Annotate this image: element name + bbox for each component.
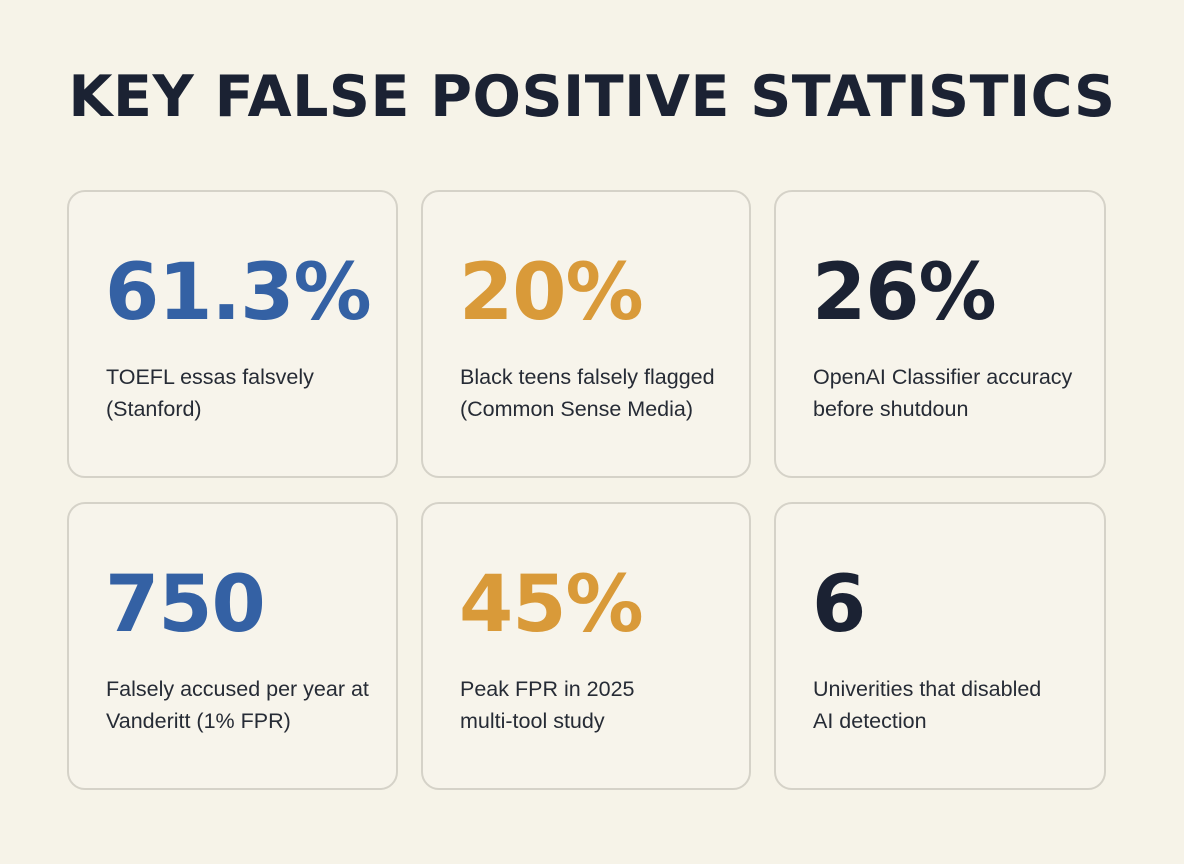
stat-card-black-teens: 20% Black teens falsely flagged (Common …: [421, 190, 751, 478]
stat-card-universities: 6 Univerities that disabled AI detection: [774, 502, 1106, 790]
stats-grid: 61.3% TOEFL essas falsvely (Stanford) 20…: [67, 190, 1106, 790]
stat-label: TOEFL essas falsvely (Stanford): [106, 365, 314, 421]
stat-label: Univerities that disabled AI detection: [813, 677, 1042, 733]
stat-value: 750: [105, 560, 266, 650]
stat-label: Falsely accused per year at Vanderitt (1…: [106, 677, 369, 733]
stat-value: 61.3%: [105, 248, 372, 338]
stat-label: Black teens falsely flagged (Common Sens…: [460, 365, 715, 421]
stat-card-toefl: 61.3% TOEFL essas falsvely (Stanford): [67, 190, 398, 478]
stat-label: OpenAI Classifier accuracy before shutdo…: [813, 365, 1073, 421]
stat-card-openai-classifier: 26% OpenAI Classifier accuracy before sh…: [774, 190, 1106, 478]
stat-card-peak-fpr: 45% Peak FPR in 2025 multi-tool study: [421, 502, 751, 790]
page-title: KEY FALSE POSITIVE STATISTICS: [68, 64, 1116, 130]
stat-card-vanderbilt: 750 Falsely accused per year at Vanderit…: [67, 502, 398, 790]
stat-value: 6: [812, 560, 866, 650]
stat-value: 45%: [459, 560, 644, 650]
stat-label: Peak FPR in 2025 multi-tool study: [460, 677, 635, 733]
stat-value: 20%: [459, 248, 644, 338]
stat-value: 26%: [812, 248, 997, 338]
